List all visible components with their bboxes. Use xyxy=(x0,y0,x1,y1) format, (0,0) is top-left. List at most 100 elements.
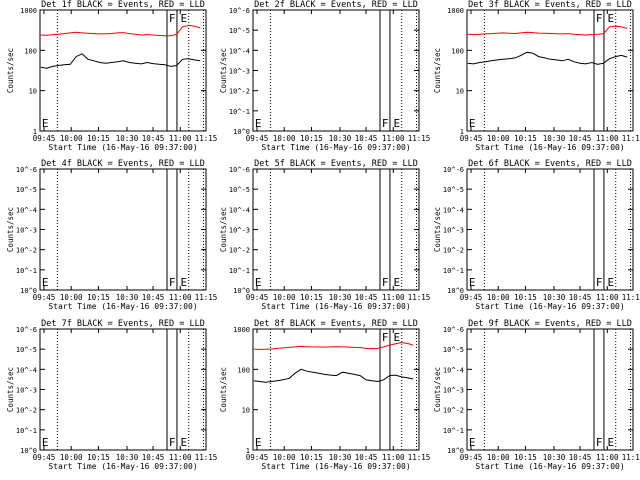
events-series-line xyxy=(467,51,628,65)
x-tick-label: 11:15 xyxy=(408,453,431,462)
flag-label: E xyxy=(180,12,187,25)
y-tick-label: 10^-1 xyxy=(443,267,464,275)
flag-label: E xyxy=(42,117,49,130)
y-tick-label: 10^-2 xyxy=(16,247,37,255)
x-tick-label: 11:00 xyxy=(596,453,619,462)
panel-title: Det 1f BLACK = Events, RED = LLD xyxy=(41,0,205,10)
x-axis-label: Start Time (16-May-16 09:37:00) xyxy=(475,462,624,471)
x-tick-label: 11:15 xyxy=(408,293,431,302)
x-tick-label: 10:45 xyxy=(355,134,378,143)
x-tick-label: 11:00 xyxy=(382,134,405,143)
x-axis-label: Start Time (16-May-16 09:37:00) xyxy=(261,302,410,311)
plot-frame xyxy=(466,328,634,451)
y-tick-label: 10^-5 xyxy=(443,346,464,354)
flag-label: E xyxy=(180,276,187,289)
x-tick-label: 10:30 xyxy=(116,453,139,462)
y-tick-label: 1 xyxy=(460,128,464,136)
x-tick-label: 09:45 xyxy=(460,293,483,302)
flag-label: F xyxy=(596,276,603,289)
panel-title: Det 6f BLACK = Events, RED = LLD xyxy=(468,159,632,169)
y-tick-label: 10^-2 xyxy=(229,88,250,96)
flag-label: E xyxy=(180,436,187,449)
x-tick-label: 09:45 xyxy=(33,293,56,302)
y-tick-label: 10^-5 xyxy=(229,27,250,35)
y-tick-label: 10^-5 xyxy=(16,186,37,194)
y-tick-label: 10^-1 xyxy=(16,427,37,435)
y-tick-label: 10^-6 xyxy=(16,326,37,334)
plot-frame xyxy=(39,9,207,132)
y-tick-label: 10^-1 xyxy=(229,108,250,116)
y-tick-label: 10^0 xyxy=(20,447,37,455)
x-tick-label: 10:45 xyxy=(569,293,592,302)
x-tick-label: 11:15 xyxy=(195,293,218,302)
panel-title: Det 7f BLACK = Events, RED = LLD xyxy=(41,319,205,329)
y-tick-label: 10^-4 xyxy=(443,206,464,214)
x-tick-label: 09:45 xyxy=(246,293,269,302)
x-tick-label: 09:45 xyxy=(33,134,56,143)
x-axis-label: Start Time (16-May-16 09:37:00) xyxy=(48,143,197,152)
x-tick-label: 10:00 xyxy=(60,134,83,143)
y-tick-label: 1000 xyxy=(447,7,464,15)
y-tick-label: 10^-4 xyxy=(16,366,37,374)
x-tick-label: 10:00 xyxy=(273,453,296,462)
flag-label: F xyxy=(169,12,176,25)
flag-label: E xyxy=(42,436,49,449)
y-tick-label: 10^-1 xyxy=(16,267,37,275)
x-tick-label: 09:45 xyxy=(460,453,483,462)
y-tick-label: 10^-2 xyxy=(16,407,37,415)
y-tick-label: 10^0 xyxy=(447,287,464,295)
y-tick-label: 10^0 xyxy=(447,447,464,455)
x-tick-label: 11:15 xyxy=(195,453,218,462)
lld-series-line xyxy=(40,24,201,37)
lld-series-line xyxy=(467,25,628,36)
flag-label: F xyxy=(382,331,389,344)
y-axis-label: Counts/sec xyxy=(433,48,442,93)
y-tick-label: 10 xyxy=(29,88,37,96)
x-tick-label: 11:00 xyxy=(169,453,192,462)
x-tick-label: 09:45 xyxy=(246,453,269,462)
y-tick-label: 10^-3 xyxy=(229,227,250,235)
lld-series-line xyxy=(253,342,414,351)
y-tick-label: 10^-1 xyxy=(443,427,464,435)
y-tick-label: 10^-2 xyxy=(443,247,464,255)
y-tick-label: 10^-6 xyxy=(229,166,250,174)
x-tick-label: 11:15 xyxy=(195,134,218,143)
x-tick-label: 10:30 xyxy=(329,293,352,302)
flag-label: E xyxy=(42,276,49,289)
x-tick-label: 10:30 xyxy=(543,453,566,462)
plot-frame xyxy=(39,328,207,451)
flag-label: F xyxy=(382,117,389,130)
x-tick-label: 10:00 xyxy=(273,134,296,143)
plot-frame xyxy=(466,168,634,291)
x-tick-label: 11:00 xyxy=(596,134,619,143)
y-axis-label: Counts/sec xyxy=(6,367,15,412)
x-tick-label: 10:00 xyxy=(487,453,510,462)
x-tick-label: 10:00 xyxy=(487,134,510,143)
y-tick-label: 10^-2 xyxy=(229,247,250,255)
y-axis-label: Counts/sec xyxy=(6,48,15,93)
x-axis-label: Start Time (16-May-16 09:37:00) xyxy=(261,143,410,152)
y-tick-label: 10^-1 xyxy=(229,267,250,275)
plot-frame xyxy=(466,9,634,132)
x-tick-label: 10:45 xyxy=(569,134,592,143)
flag-label: E xyxy=(393,331,400,344)
y-tick-label: 10^-3 xyxy=(16,387,37,395)
flag-label: E xyxy=(255,276,262,289)
x-tick-label: 11:00 xyxy=(382,293,405,302)
y-tick-label: 10^-4 xyxy=(443,366,464,374)
events-series-line xyxy=(253,368,414,383)
x-tick-label: 10:15 xyxy=(514,134,537,143)
plot-frame xyxy=(252,9,420,132)
flag-label: E xyxy=(393,117,400,130)
x-tick-label: 10:45 xyxy=(569,453,592,462)
flag-label: E xyxy=(607,276,614,289)
y-tick-label: 10^-3 xyxy=(443,227,464,235)
y-tick-label: 10^-5 xyxy=(16,346,37,354)
x-tick-label: 10:30 xyxy=(543,293,566,302)
x-tick-label: 11:00 xyxy=(169,134,192,143)
y-tick-label: 10^-4 xyxy=(229,47,250,55)
panel-title: Det 5f BLACK = Events, RED = LLD xyxy=(254,159,418,169)
flag-label: F xyxy=(169,276,176,289)
x-tick-label: 10:00 xyxy=(487,293,510,302)
x-tick-label: 10:30 xyxy=(329,453,352,462)
